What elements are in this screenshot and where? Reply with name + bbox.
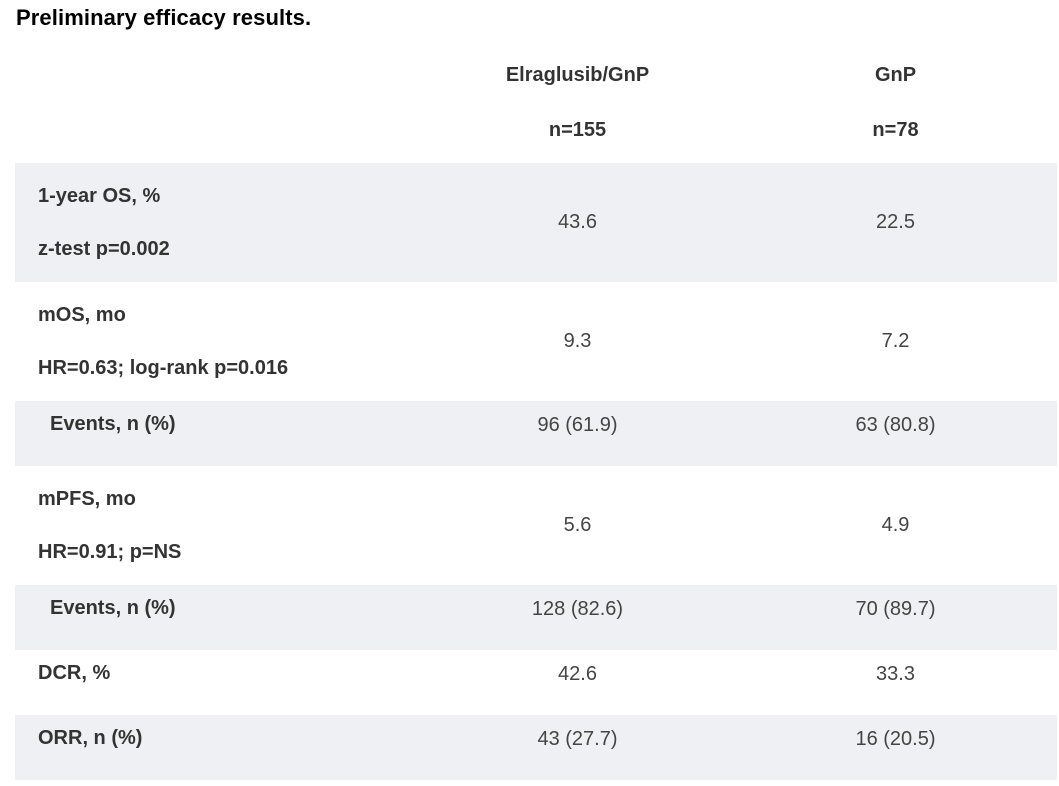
row-label-text: 1-year OS, % — [38, 184, 161, 207]
row-label-text: mOS, mo — [38, 303, 126, 326]
header-arm-gnp: GnP n=78 — [734, 42, 1057, 163]
cell-gnp: 16 (20.5) — [855, 728, 936, 750]
row-sublabel-text: HR=0.63; log-rank p=0.016 — [38, 356, 289, 379]
table-body: 1-year OS, % z-test p=0.002 43.6 22.5 mO… — [15, 163, 1057, 780]
cell-gnp: 22.5 — [876, 211, 915, 233]
cell-elraglusib: 9.3 — [563, 330, 592, 352]
cell-elraglusib: 43 (27.7) — [537, 728, 618, 750]
row-label: ORR, n (%) — [38, 727, 143, 749]
cell-elraglusib: 96 (61.9) — [537, 414, 618, 436]
row-label: 1-year OS, % z-test p=0.002 — [15, 163, 421, 282]
cell-gnp: 70 (89.7) — [855, 598, 936, 620]
table-row: 1-year OS, % z-test p=0.002 43.6 22.5 — [15, 163, 1057, 282]
row-label-text: mPFS, mo — [38, 487, 136, 510]
row-label: Events, n (%) — [50, 597, 176, 619]
row-label: mOS, mo HR=0.63; log-rank p=0.016 — [15, 282, 421, 401]
arm-name: GnP — [874, 63, 917, 86]
table-row: ORR, n (%) 43 (27.7) 16 (20.5) — [15, 715, 1057, 780]
table-header: Elraglusib/GnP n=155 GnP n=78 — [15, 42, 1057, 163]
cell-gnp: 33.3 — [876, 663, 915, 685]
row-sublabel-text: HR=0.91; p=NS — [38, 540, 182, 563]
efficacy-table: Elraglusib/GnP n=155 GnP n=78 1-year OS,… — [15, 42, 1057, 780]
row-sublabel-text: z-test p=0.002 — [38, 237, 170, 260]
cell-elraglusib: 128 (82.6) — [531, 598, 624, 620]
header-empty-cell — [15, 42, 421, 163]
table-row: Events, n (%) 96 (61.9) 63 (80.8) — [15, 401, 1057, 466]
cell-gnp: 4.9 — [881, 514, 910, 536]
cell-elraglusib: 42.6 — [558, 663, 597, 685]
cell-gnp: 7.2 — [881, 330, 910, 352]
arm-n: n=78 — [872, 118, 919, 141]
arm-n: n=155 — [548, 118, 607, 141]
header-row: Elraglusib/GnP n=155 GnP n=78 — [15, 42, 1057, 163]
row-label: DCR, % — [38, 662, 111, 684]
row-label: Events, n (%) — [50, 413, 176, 435]
table-row: Events, n (%) 128 (82.6) 70 (89.7) — [15, 585, 1057, 650]
table-row: mPFS, mo HR=0.91; p=NS 5.6 4.9 — [15, 466, 1057, 585]
arm-name: Elraglusib/GnP — [505, 63, 650, 86]
cell-elraglusib: 43.6 — [558, 211, 597, 233]
row-label: mPFS, mo HR=0.91; p=NS — [15, 466, 421, 585]
table-row: DCR, % 42.6 33.3 — [15, 650, 1057, 715]
header-arm-elraglusib: Elraglusib/GnP n=155 — [421, 42, 734, 163]
cell-gnp: 63 (80.8) — [855, 414, 936, 436]
table-caption: Preliminary efficacy results. — [16, 5, 312, 30]
cell-elraglusib: 5.6 — [563, 514, 592, 536]
table-row: mOS, mo HR=0.63; log-rank p=0.016 9.3 7.… — [15, 282, 1057, 401]
